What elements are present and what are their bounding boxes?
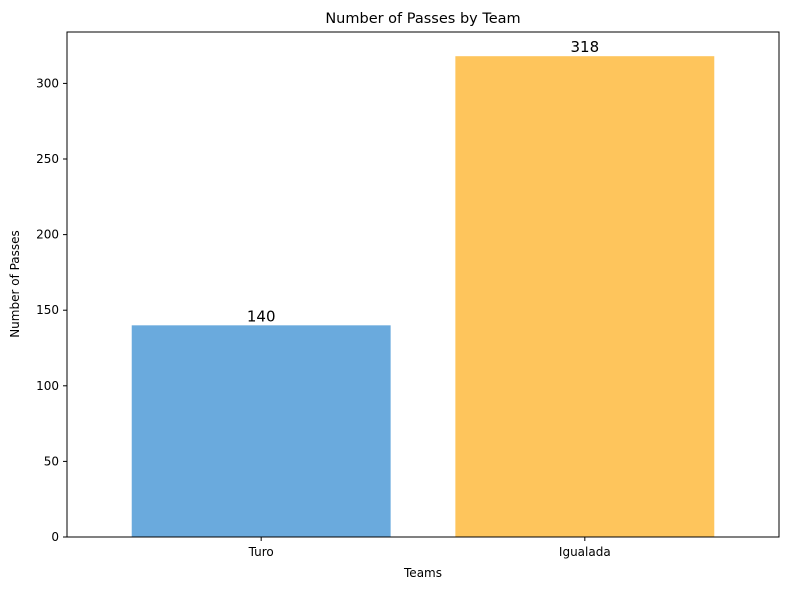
x-axis-title: Teams [403, 566, 442, 580]
y-tick-label: 150 [36, 303, 59, 317]
y-axis: 0 50 100 150 200 250 300 [36, 76, 67, 544]
bar-labels-group: 140 318 [247, 38, 599, 325]
y-tick-label: 200 [36, 228, 59, 242]
y-axis-title: Number of Passes [8, 230, 22, 338]
y-tick-label: 50 [44, 454, 59, 468]
data-label-turo: 140 [247, 307, 276, 325]
chart-title: Number of Passes by Team [325, 11, 520, 27]
x-tick-label-igualada: Igualada [559, 545, 611, 559]
x-tick-label-turo: Turo [248, 545, 274, 559]
y-tick-label: 0 [51, 530, 59, 544]
bar-igualada [455, 56, 715, 537]
bars-group [131, 56, 715, 537]
plot-frame [66, 31, 780, 538]
y-tick-label: 250 [36, 152, 59, 166]
y-tick-label: 300 [36, 76, 59, 90]
y-tick-label: 100 [36, 379, 59, 393]
bar-turo [131, 325, 391, 537]
x-axis: Turo Igualada [248, 537, 611, 559]
data-label-igualada: 318 [570, 38, 599, 56]
